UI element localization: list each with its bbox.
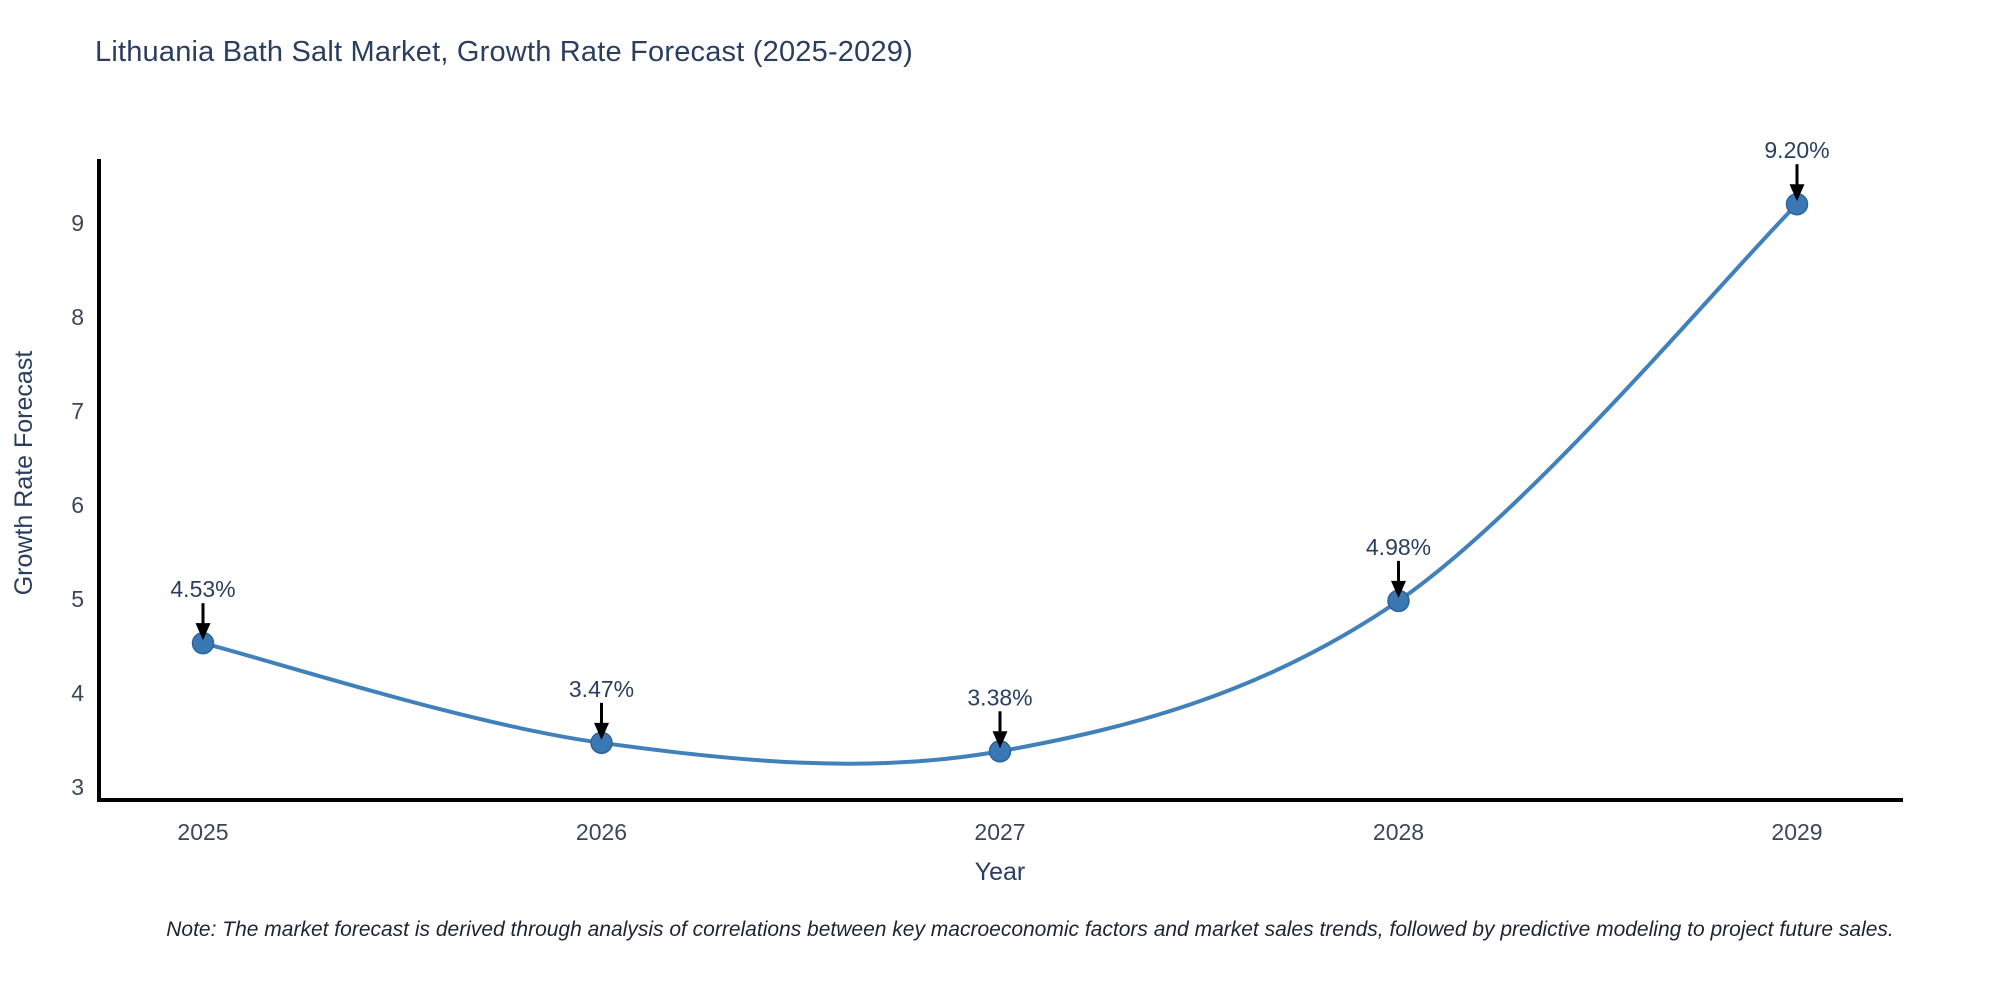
y-tick-label: 4 <box>71 680 84 706</box>
annotation-arrowhead <box>1391 580 1406 598</box>
x-tick-label: 2029 <box>1771 819 1822 845</box>
point-value-label: 9.20% <box>1764 137 1829 163</box>
series-layer <box>191 192 1809 766</box>
forecast-line <box>201 202 1799 766</box>
x-tick-label: 2025 <box>177 819 228 845</box>
chart-title: Lithuania Bath Salt Market, Growth Rate … <box>95 36 913 68</box>
annotation-layer: 4.53% 3.47% 3.38% 4.98% 9.20% <box>170 137 1830 749</box>
y-tick-label: 7 <box>71 398 84 424</box>
x-tick-label: 2027 <box>974 819 1025 845</box>
ticks-layer: 3 4 5 6 7 8 9 2025 2026 2027 2028 2029 Growth Rate F… <box>10 210 1823 886</box>
x-tick-label: 2028 <box>1373 819 1424 845</box>
y-tick-label: 9 <box>71 210 84 236</box>
point-value-label: 4.53% <box>170 576 235 602</box>
y-axis-title: Growth Rate Forecast <box>10 351 38 596</box>
x-axis-title: Year <box>975 858 1026 886</box>
y-tick-label: 8 <box>71 304 84 330</box>
annotation-arrowhead <box>1789 184 1805 202</box>
axes-layer <box>97 159 1903 802</box>
y-tick-label: 3 <box>71 774 84 800</box>
point-value-label: 4.98% <box>1366 534 1431 560</box>
annotation-arrowhead <box>594 722 609 740</box>
y-tick-label: 6 <box>71 492 84 518</box>
footnote: Note: The market forecast is derived thr… <box>166 918 1894 941</box>
annotation-arrowhead <box>195 623 211 641</box>
point-value-label: 3.47% <box>569 676 634 702</box>
point-value-label: 3.38% <box>967 684 1032 710</box>
y-tick-label: 5 <box>71 586 84 612</box>
annotation-arrowhead <box>992 731 1008 749</box>
x-tick-label: 2026 <box>576 819 627 845</box>
